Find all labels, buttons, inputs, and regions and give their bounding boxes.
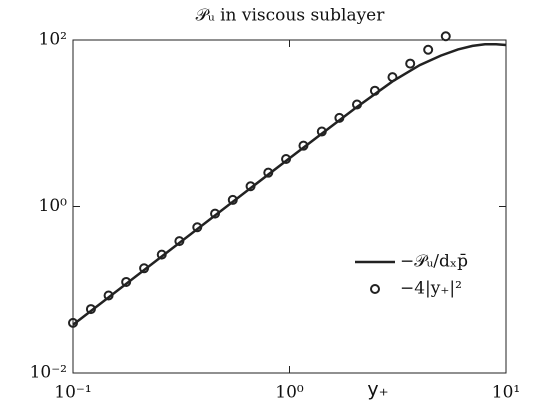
- data-point: [316, 126, 327, 137]
- chart-title: 𝒫ᵤ in viscous sublayer: [196, 6, 386, 26]
- data-point: [387, 72, 398, 83]
- legend-label: −𝒫ᵤ/dₓp̄: [400, 252, 468, 272]
- data-point: [192, 222, 203, 233]
- data-point: [174, 236, 185, 247]
- y-tick-label: 10⁻²: [30, 363, 67, 383]
- data-line: [72, 42, 507, 326]
- data-point: [405, 58, 416, 69]
- data-point: [210, 208, 221, 219]
- plot-frame: [72, 39, 507, 374]
- data-point: [85, 304, 96, 315]
- x-tick-label: 10¹: [492, 383, 520, 403]
- data-point: [263, 167, 274, 178]
- data-point: [369, 85, 380, 96]
- data-point: [103, 290, 114, 301]
- legend-label: −4|y₊|²: [400, 279, 462, 299]
- data-point: [423, 44, 434, 55]
- legend-marker: [370, 284, 380, 294]
- data-point: [298, 140, 309, 151]
- x-tick-label: 10⁰: [275, 383, 304, 403]
- data-point: [68, 317, 78, 328]
- data-point: [440, 31, 451, 42]
- x-axis-label: y₊: [367, 379, 388, 401]
- data-point: [121, 276, 132, 287]
- y-tick-label: 10²: [39, 30, 67, 50]
- data-point: [351, 99, 362, 110]
- data-point: [281, 154, 292, 165]
- data-point: [156, 249, 167, 260]
- data-point: [334, 112, 345, 123]
- x-tick-label: 10⁻¹: [54, 383, 91, 403]
- y-tick-label: 10⁰: [39, 196, 68, 216]
- data-point: [245, 181, 256, 192]
- data-point: [139, 263, 150, 274]
- data-point: [227, 194, 238, 205]
